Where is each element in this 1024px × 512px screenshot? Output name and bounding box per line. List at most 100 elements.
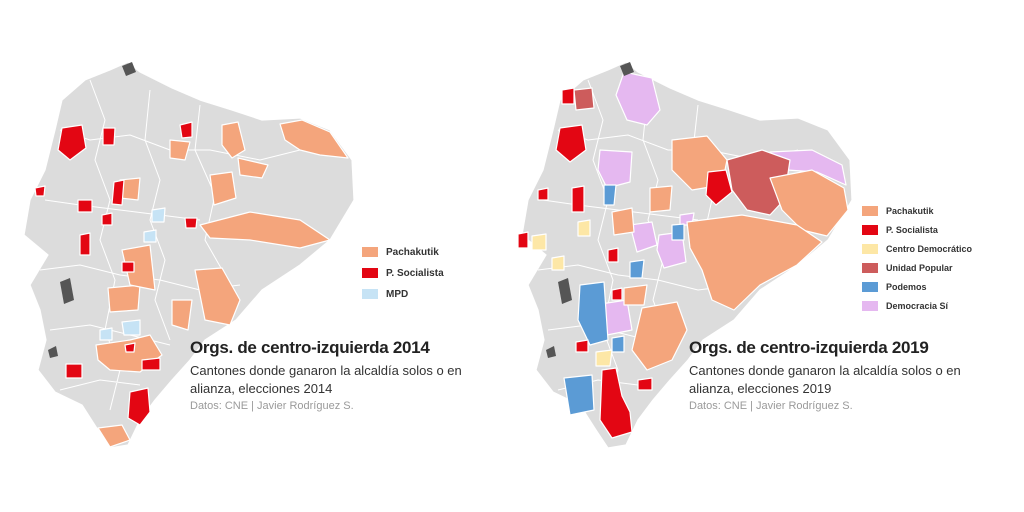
region-unidad-popular xyxy=(726,149,791,216)
region-pachakutik xyxy=(279,119,349,159)
legend-swatch-mpd xyxy=(362,289,378,299)
region-democracia-si xyxy=(597,149,633,189)
legend-swatch-socialista xyxy=(862,225,878,235)
region-mpd xyxy=(121,319,141,336)
region-socialista xyxy=(611,287,623,301)
urban-area xyxy=(546,346,556,358)
map-credit: Datos: CNE | Javier Rodríguez S. xyxy=(689,400,853,412)
region-centro-democratico xyxy=(551,255,565,271)
region-mpd xyxy=(143,229,157,243)
region-socialista xyxy=(575,339,589,353)
region-pachakutik xyxy=(107,284,141,313)
legend-label: Unidad Popular xyxy=(886,263,953,273)
legend-label: Pachakutik xyxy=(886,206,934,216)
region-socialista xyxy=(127,387,151,426)
region-socialista xyxy=(184,217,198,229)
region-socialista xyxy=(607,247,619,263)
legend-swatch-pachakutik xyxy=(862,206,878,216)
region-pachakutik xyxy=(237,157,269,179)
region-pachakutik xyxy=(199,211,331,249)
region-podemos xyxy=(563,374,595,416)
legend-swatch-socialista xyxy=(362,268,378,278)
legend-label: MPD xyxy=(386,288,409,300)
legend-swatch-pachakutik xyxy=(362,247,378,257)
ecuador-map-2019 xyxy=(517,61,853,449)
region-pachakutik xyxy=(194,267,241,326)
region-democracia-si xyxy=(615,71,661,126)
region-socialista xyxy=(561,87,575,105)
region-socialista xyxy=(637,377,653,391)
region-pachakutik xyxy=(121,244,156,291)
region-socialista xyxy=(77,199,93,213)
legend-2014: Pachakutik P. Socialista MPD xyxy=(362,246,444,309)
region-socialista xyxy=(124,342,136,353)
map-subtitle: Cantones donde ganaron la alcaldía solos… xyxy=(190,363,462,396)
ecuador-map-2014 xyxy=(23,61,355,449)
region-pachakutik xyxy=(97,424,131,448)
region-socialista xyxy=(121,261,135,273)
legend-label: Centro Democrático xyxy=(886,244,973,254)
region-pachakutik xyxy=(649,185,673,213)
region-democracia-si xyxy=(629,221,658,253)
legend-item: Unidad Popular xyxy=(862,262,972,274)
legend-swatch-centro-democratico xyxy=(862,244,878,254)
legend-label: P. Socialista xyxy=(886,225,938,235)
region-centro-democratico xyxy=(577,219,591,237)
urban-area xyxy=(122,62,136,76)
region-socialista xyxy=(599,367,633,439)
region-podemos xyxy=(603,184,617,206)
region-socialista xyxy=(141,357,161,371)
region-mpd xyxy=(151,207,166,223)
region-socialista xyxy=(705,169,733,206)
caption-2019: Orgs. de centro-izquierda 2019 Cantones … xyxy=(689,338,1019,412)
region-pachakutik xyxy=(631,301,688,371)
map-panel-2019: Pachakutik P. Socialista Centro Democrát… xyxy=(512,0,1024,512)
region-pachakutik xyxy=(221,121,246,159)
urban-area xyxy=(620,62,634,76)
legend-label: P. Socialista xyxy=(386,267,444,279)
legend-item: Pachakutik xyxy=(362,246,444,258)
legend-swatch-podemos xyxy=(862,282,878,292)
legend-item: P. Socialista xyxy=(362,267,444,279)
region-centro-democratico xyxy=(595,349,613,367)
region-socialista xyxy=(571,185,585,213)
legend-label: Podemos xyxy=(886,282,927,292)
legend-item: Democracia Sí xyxy=(862,300,972,312)
region-socialista xyxy=(111,179,125,206)
legend-swatch-unidad-popular xyxy=(862,263,878,273)
region-podemos xyxy=(629,259,645,279)
legend-label: Pachakutik xyxy=(386,246,439,258)
region-socialista xyxy=(537,187,549,201)
legend-item: Centro Democrático xyxy=(862,243,972,255)
region-socialista xyxy=(517,231,529,249)
region-pachakutik xyxy=(611,207,635,236)
region-socialista xyxy=(57,124,87,161)
region-mpd xyxy=(99,327,113,341)
urban-area xyxy=(558,278,572,304)
legend-item: MPD xyxy=(362,288,444,300)
region-pachakutik xyxy=(209,171,237,206)
region-pachakutik xyxy=(686,214,823,311)
region-socialista xyxy=(555,124,587,163)
region-pachakutik xyxy=(171,299,193,331)
legend-label: Democracia Sí xyxy=(886,301,949,311)
region-centro-democratico xyxy=(531,233,547,251)
region-pachakutik xyxy=(769,169,849,237)
map-credit: Datos: CNE | Javier Rodríguez S. xyxy=(190,400,354,412)
urban-area xyxy=(60,278,74,304)
region-pachakutik xyxy=(623,284,648,306)
region-socialista xyxy=(65,363,83,379)
region-socialista xyxy=(79,232,91,256)
legend-item: Pachakutik xyxy=(862,205,972,217)
region-podemos xyxy=(611,335,625,353)
region-socialista xyxy=(102,127,116,146)
region-socialista xyxy=(101,212,113,226)
map-title: Orgs. de centro-izquierda 2019 xyxy=(689,338,929,357)
legend-swatch-democracia-si xyxy=(862,301,878,311)
region-socialista xyxy=(179,121,193,139)
region-socialista xyxy=(34,185,46,197)
region-pachakutik xyxy=(169,139,191,161)
map-panel-2014: Pachakutik P. Socialista MPD Orgs. de ce… xyxy=(23,61,462,449)
legend-item: Podemos xyxy=(862,281,972,293)
legend-item: P. Socialista xyxy=(862,224,972,236)
